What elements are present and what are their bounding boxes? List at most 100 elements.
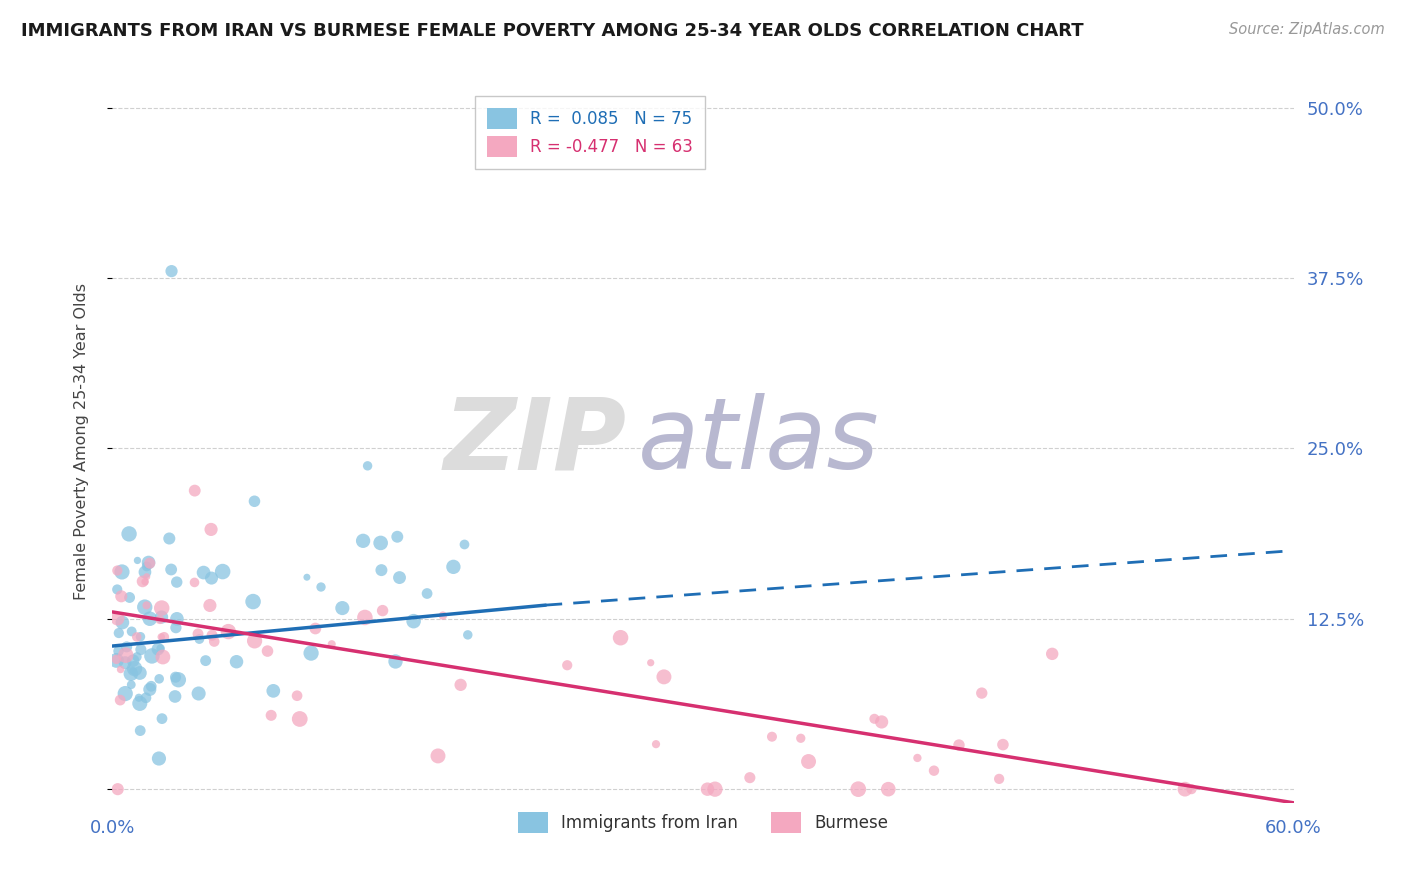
Point [121,624,143,639]
Point [131,574,153,589]
Point [150,601,173,615]
Point [555,658,578,673]
Point [243,494,266,508]
Point [107,612,129,626]
Point [225,655,247,669]
Point [146,642,169,657]
Point [111,615,134,630]
Point [453,537,475,551]
Point [922,764,945,778]
Point [370,563,392,577]
Legend: Immigrants from Iran, Burmese: Immigrants from Iran, Burmese [506,800,900,845]
Point [863,712,886,726]
Point [384,655,406,669]
Point [1040,647,1063,661]
Point [148,672,170,686]
Point [970,686,993,700]
Point [129,723,152,738]
Point [165,621,187,635]
Point [295,570,318,584]
Point [149,613,172,627]
Point [157,532,180,546]
Point [285,689,308,703]
Point [738,771,761,785]
Point [107,626,129,640]
Point [108,693,131,707]
Point [153,630,176,644]
Point [211,565,233,579]
Point [135,690,157,705]
Point [148,751,170,765]
Point [198,599,221,613]
Text: IMMIGRANTS FROM IRAN VS BURMESE FEMALE POVERTY AMONG 25-34 YEAR OLDS CORRELATION: IMMIGRANTS FROM IRAN VS BURMESE FEMALE P… [21,22,1084,40]
Text: atlas: atlas [638,393,880,490]
Point [304,622,326,636]
Point [387,530,409,544]
Text: Source: ZipAtlas.com: Source: ZipAtlas.com [1229,22,1385,37]
Point [114,648,136,663]
Point [609,631,631,645]
Point [118,527,141,541]
Point [107,644,129,658]
Text: ZIP: ZIP [443,393,626,490]
Point [120,666,142,681]
Point [135,570,157,584]
Point [114,656,136,670]
Point [846,782,869,797]
Point [761,730,783,744]
Point [163,690,186,704]
Point [194,654,217,668]
Point [388,571,411,585]
Point [138,556,160,570]
Point [187,686,209,700]
Point [152,650,174,665]
Point [187,627,209,641]
Point [134,600,156,615]
Point [652,670,675,684]
Point [201,628,224,642]
Point [110,590,132,604]
Point [139,556,162,570]
Point [120,678,142,692]
Point [125,630,148,644]
Point [150,610,173,624]
Point [262,684,284,698]
Point [193,566,215,580]
Point [217,624,239,639]
Point [640,656,662,670]
Point [202,634,225,648]
Point [141,648,163,663]
Point [991,738,1014,752]
Point [127,553,149,567]
Point [870,714,893,729]
Point [352,533,374,548]
Point [107,782,129,797]
Point [905,751,928,765]
Point [988,772,1011,786]
Point [111,565,134,579]
Point [704,782,727,797]
Point [167,673,190,687]
Point [165,670,187,684]
Point [122,664,145,678]
Point [114,687,136,701]
Point [124,662,146,676]
Point [645,737,668,751]
Point [166,575,188,590]
Point [450,678,472,692]
Point [309,580,332,594]
Point [200,523,222,537]
Point [877,782,900,797]
Point [141,679,163,693]
Point [105,652,128,666]
Point [115,640,138,654]
Point [260,708,283,723]
Point [354,610,377,624]
Point [160,562,183,576]
Point [948,738,970,752]
Point [105,653,128,667]
Point [134,574,156,589]
Point [129,630,152,644]
Point [150,712,173,726]
Point [416,586,439,600]
